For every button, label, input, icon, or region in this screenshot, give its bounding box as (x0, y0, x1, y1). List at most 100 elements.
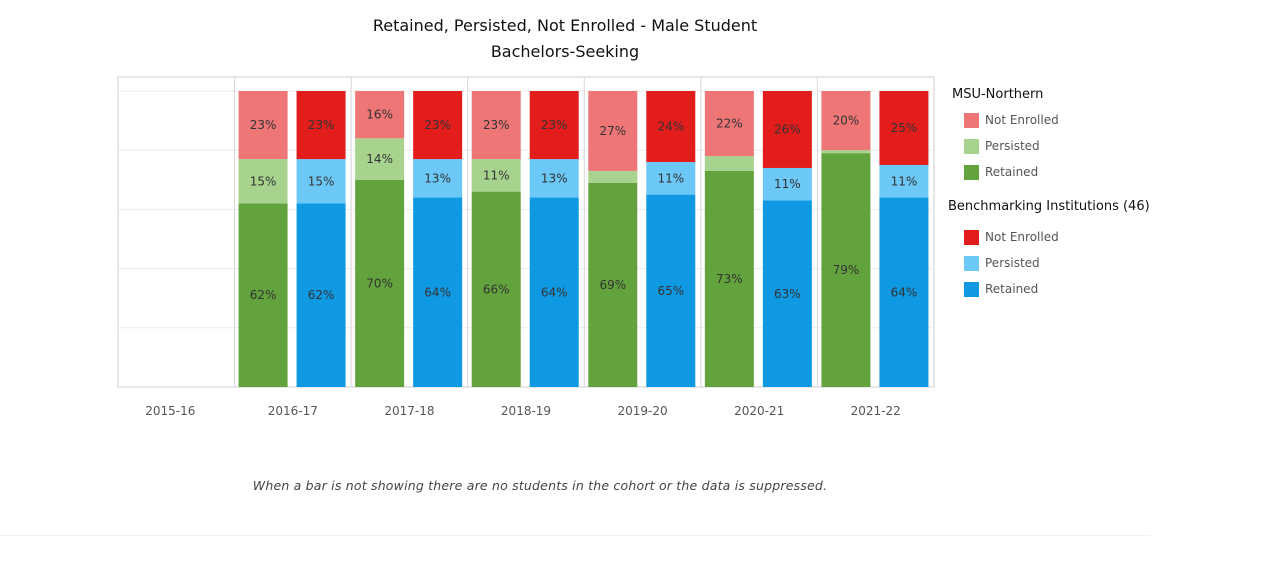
bar-benchmarking-institutions-46-not-enrolled (879, 91, 929, 165)
legend-label: Persisted (985, 139, 1040, 153)
data-label: 23% (483, 118, 510, 132)
data-label: 27% (599, 124, 626, 138)
data-label: 24% (657, 120, 684, 134)
data-label: 13% (424, 171, 451, 185)
legend-item-msu-persisted[interactable]: Persisted (964, 138, 1040, 154)
legend-item-bench-persisted[interactable]: Persisted (964, 255, 1040, 271)
bar-msu-northern-not-enrolled (471, 91, 521, 160)
bar-benchmarking-institutions-46-retained (529, 197, 579, 387)
bar-benchmarking-institutions-46-retained (296, 203, 346, 387)
data-label: 65% (657, 284, 684, 298)
bar-benchmarking-institutions-46-not-enrolled (529, 91, 579, 160)
x-tick-label: 2020-21 (734, 404, 784, 418)
bar-msu-northern-persisted (238, 159, 288, 204)
bar-msu-northern-persisted (704, 156, 754, 171)
data-label: 26% (774, 122, 801, 136)
stacked-bar-chart: 2015-16 2016-17 62% 15% 23% 62% 15% 23% 2017-18 7… (117, 76, 935, 418)
bar-msu-northern-persisted (355, 138, 405, 180)
data-label: 64% (891, 285, 918, 299)
legend-label: Retained (985, 165, 1039, 179)
bar-benchmarking-institutions-46-persisted (413, 159, 463, 198)
bar-msu-northern-retained (821, 153, 871, 387)
legend-swatch (964, 164, 979, 180)
bar-msu-northern-retained (471, 191, 521, 387)
bar-benchmarking-institutions-46-persisted (762, 167, 812, 201)
bar-benchmarking-institutions-46-persisted (646, 162, 696, 195)
bar-msu-northern-not-enrolled (355, 91, 405, 139)
x-tick-label: 2018-19 (501, 404, 551, 418)
bar-msu-northern-not-enrolled (704, 91, 754, 157)
bar-msu-northern-persisted (471, 159, 521, 192)
bar-benchmarking-institutions-46-retained (646, 194, 696, 387)
x-tick-label: 2016-17 (268, 404, 318, 418)
data-label: 20% (833, 114, 860, 128)
legend-label: Not Enrolled (985, 230, 1059, 244)
legend-title-benchmarking: Benchmarking Institutions (46) (948, 199, 1150, 214)
legend-swatch (964, 138, 979, 154)
bar-benchmarking-institutions-46-persisted (529, 159, 579, 198)
data-label: 15% (250, 174, 277, 188)
data-label: 73% (716, 272, 743, 286)
data-label: 66% (483, 282, 510, 296)
bar-benchmarking-institutions-46-retained (413, 197, 463, 387)
bar-msu-northern-retained (588, 182, 638, 387)
legend-item-msu-not-enrolled[interactable]: Not Enrolled (964, 112, 1059, 128)
bar-msu-northern-persisted (588, 170, 638, 183)
bar-msu-northern-persisted (821, 150, 871, 154)
data-label: 23% (308, 118, 335, 132)
legend-msu-northern: MSU-Northern Not Enrolled Persisted Reta… (944, 84, 1150, 184)
bar-msu-northern-retained (355, 179, 405, 387)
data-label: 11% (774, 177, 801, 191)
data-label: 64% (424, 285, 451, 299)
data-label: 62% (250, 288, 277, 302)
legend-item-bench-retained[interactable]: Retained (964, 281, 1038, 297)
data-label: 23% (541, 118, 568, 132)
x-tick-label: 2021-22 (851, 404, 901, 418)
data-label: 69% (599, 278, 626, 292)
data-label: 79% (833, 263, 860, 277)
legend-swatch (964, 112, 979, 128)
chart-title: Retained, Persisted, Not Enrolled - Male… (372, 16, 758, 35)
legend-title-msu-northern: MSU-Northern (952, 87, 1044, 102)
data-label: 70% (366, 276, 393, 290)
chart-subtitle: Bachelors-Seeking (490, 42, 640, 61)
x-tick-label: 2019-20 (618, 404, 668, 418)
data-label: 23% (424, 118, 451, 132)
divider (0, 535, 1150, 536)
data-label: 22% (716, 117, 743, 131)
footnote: When a bar is not showing there are no s… (252, 478, 828, 493)
data-label: 14% (366, 152, 393, 166)
data-label: 62% (308, 288, 335, 302)
legend-benchmarking: Benchmarking Institutions (46) Not Enrol… (944, 192, 1150, 304)
data-label: 64% (541, 285, 568, 299)
bar-msu-northern-not-enrolled (588, 91, 638, 171)
data-label: 23% (250, 118, 277, 132)
data-label: 13% (541, 171, 568, 185)
bar-benchmarking-institutions-46-persisted (879, 165, 929, 198)
data-label: 16% (366, 108, 393, 122)
bar-msu-northern-not-enrolled (821, 91, 871, 151)
bar-benchmarking-institutions-46-not-enrolled (296, 91, 346, 160)
legend-swatch (964, 281, 979, 297)
bar-benchmarking-institutions-46-not-enrolled (646, 91, 696, 163)
bar-benchmarking-institutions-46-not-enrolled (413, 91, 463, 160)
data-label: 15% (308, 174, 335, 188)
legend-label: Retained (985, 282, 1039, 296)
x-tick-label: 2015-16 (145, 404, 195, 418)
legend-label: Not Enrolled (985, 113, 1059, 127)
data-label: 63% (774, 287, 801, 301)
x-tick-label: 2017-18 (384, 404, 434, 418)
legend-item-bench-not-enrolled[interactable]: Not Enrolled (964, 229, 1059, 245)
bar-msu-northern-retained (238, 203, 288, 387)
bar-msu-northern-retained (704, 170, 754, 387)
bar-benchmarking-institutions-46-not-enrolled (762, 91, 812, 168)
legend-item-msu-retained[interactable]: Retained (964, 164, 1038, 180)
bar-benchmarking-institutions-46-persisted (296, 159, 346, 204)
data-label: 25% (891, 121, 918, 135)
legend-swatch (964, 229, 979, 245)
bar-msu-northern-not-enrolled (238, 91, 288, 160)
data-label: 11% (483, 168, 510, 182)
legend-swatch (964, 255, 979, 271)
legend-label: Persisted (985, 256, 1040, 270)
data-label: 11% (657, 171, 684, 185)
